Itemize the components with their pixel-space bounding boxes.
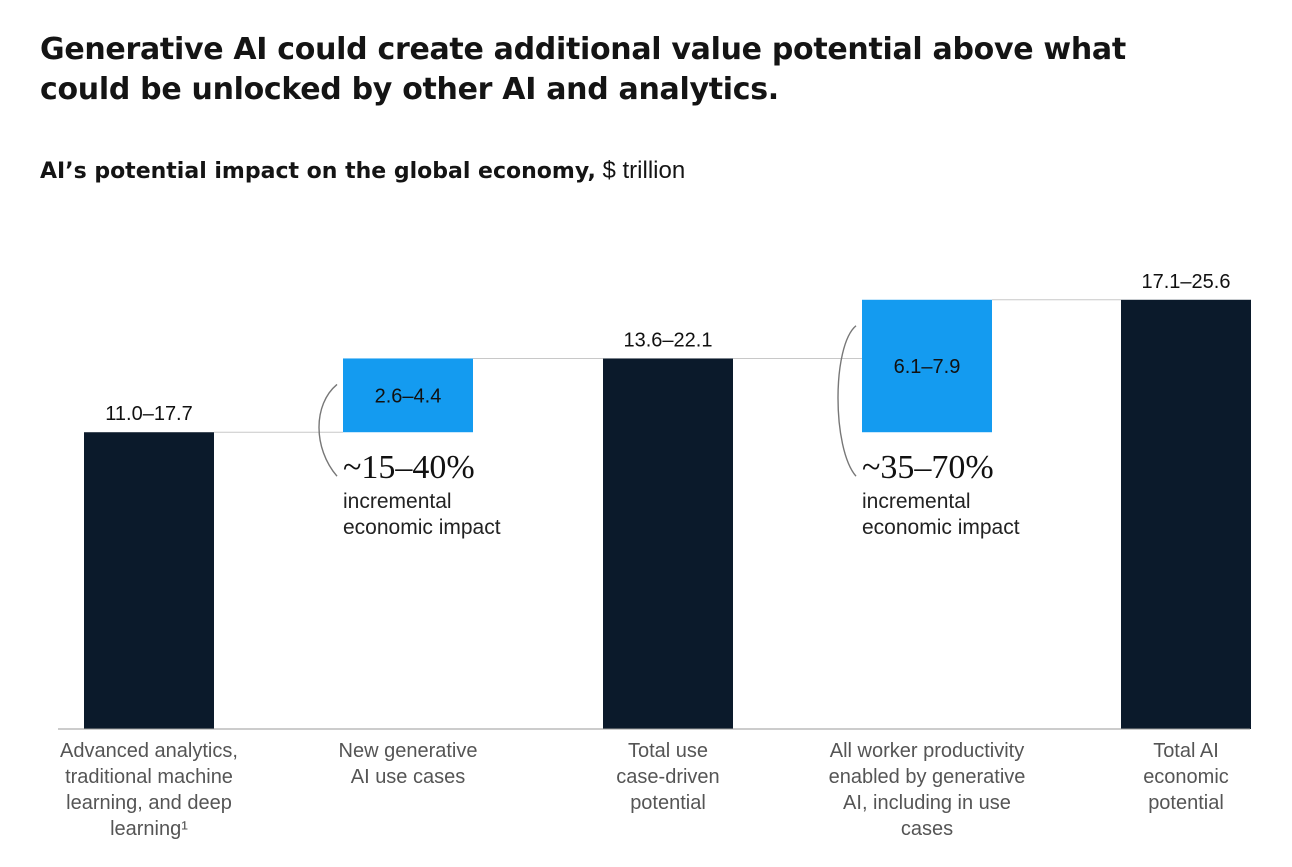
bar-value-label: 2.6–4.4	[375, 385, 442, 407]
category-label: enabled by generative	[829, 766, 1026, 788]
bar-total	[84, 432, 214, 729]
category-label: AI use cases	[351, 766, 466, 788]
category-label: All worker productivity	[830, 740, 1025, 762]
bar-value-label: 17.1–25.6	[1142, 271, 1231, 293]
bar-value-label: 6.1–7.9	[894, 356, 961, 378]
subtitle-bold: AI’s potential impact on the global econ…	[40, 159, 596, 184]
category-label: Total use	[628, 740, 708, 762]
chart-headline: Generative AI could create additional va…	[40, 32, 1126, 107]
annotation-note: economic impact	[343, 516, 501, 539]
category-label: traditional machine	[65, 766, 233, 788]
bar-increment	[343, 358, 473, 433]
bar-total	[603, 358, 733, 729]
category-label: potential	[1148, 792, 1224, 814]
chart-subtitle: AI’s potential impact on the global econ…	[40, 156, 685, 187]
category-label: cases	[901, 818, 953, 840]
category-label: AI, including in use	[843, 792, 1011, 814]
bar-value-label: 11.0–17.7	[105, 403, 193, 425]
category-label: learning¹	[110, 818, 188, 840]
category-label: Advanced analytics,	[60, 740, 238, 762]
bar-value-label: 13.6–22.1	[624, 329, 713, 351]
category-label: economic	[1143, 766, 1229, 788]
annotation-bracket	[318, 383, 338, 477]
annotation-bracket	[837, 325, 857, 477]
annotation-percent: ~15–40%	[343, 449, 475, 486]
bar-total	[1121, 299, 1251, 729]
category-label: learning, and deep	[66, 792, 232, 814]
category-label: potential	[630, 792, 706, 814]
category-label: New generative	[339, 740, 478, 762]
annotation-note: incremental	[343, 490, 452, 513]
annotation-note: economic impact	[862, 516, 1020, 539]
annotation-percent: ~35–70%	[862, 449, 994, 486]
subtitle-unit: $ trillion	[602, 157, 686, 184]
category-label: Total AI	[1153, 740, 1219, 762]
category-label: case-driven	[616, 766, 719, 788]
bar-increment	[862, 299, 992, 433]
annotation-note: incremental	[862, 490, 971, 513]
